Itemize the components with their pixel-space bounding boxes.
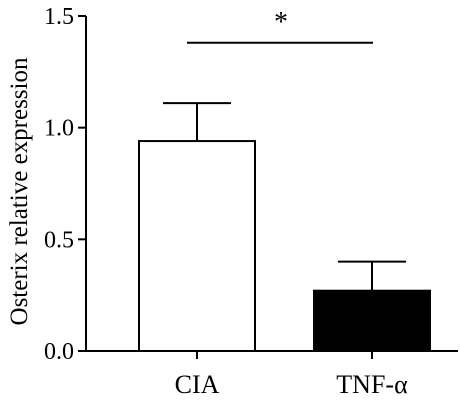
chart-axes: 0.0 0.5 1.0 1.5 CIA TNF-α [44,4,458,399]
x-tick-label: TNF-α [336,370,408,399]
bar [138,140,256,352]
chart-error-bars [163,102,406,291]
y-tick-label: 0.5 [44,227,74,253]
chart-bars [138,140,431,353]
bar [313,289,431,353]
x-tick-label: CIA [175,370,220,399]
y-tick-label: 1.0 [44,116,74,142]
significance-annotation: * [187,7,373,44]
y-tick-label: 1.5 [44,4,74,30]
y-tick-label: 0.0 [44,339,74,365]
y-axis-label: Osterix relative expression [6,57,33,325]
significance-star: * [274,7,288,38]
